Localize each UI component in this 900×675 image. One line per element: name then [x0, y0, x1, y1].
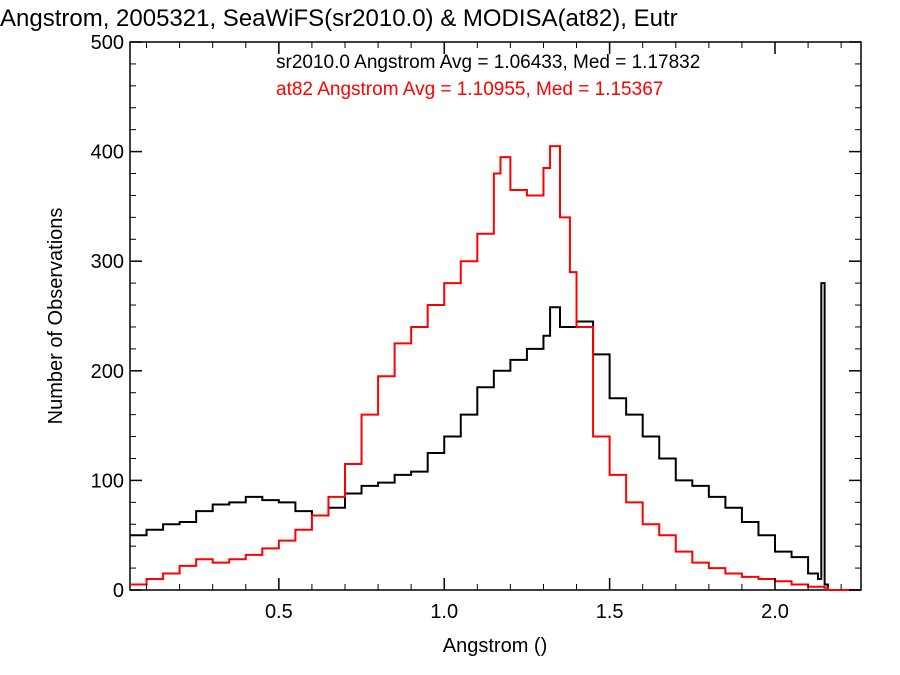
y-tick-label: 300 — [91, 251, 124, 273]
annotation-at82: at82 Angstrom Avg = 1.10955, Med = 1.153… — [276, 79, 663, 100]
x-axis: 0.5 1.0 1.5 2.0 — [146, 42, 842, 623]
y-tick-label: 0 — [113, 580, 124, 602]
x-tick-label: 1.0 — [430, 601, 458, 623]
x-tick-label: 0.5 — [265, 601, 293, 623]
x-tick-label: 1.5 — [596, 601, 624, 623]
y-tick-label: 200 — [91, 361, 124, 383]
series-line-0 — [130, 282, 861, 591]
annotation-sr2010: sr2010.0 Angstrom Avg = 1.06433, Med = 1… — [276, 52, 700, 73]
x-axis-label: Angstrom () — [443, 635, 547, 657]
y-tick-label: 400 — [91, 142, 124, 164]
series-line-1 — [130, 145, 861, 591]
y-tick-label: 500 — [91, 32, 124, 54]
y-axis: 0 100 200 300 400 500 — [91, 32, 861, 602]
y-tick-label: 100 — [91, 470, 124, 492]
series-layer — [130, 145, 861, 591]
plot-frame — [129, 41, 862, 591]
x-tick-label: 2.0 — [761, 601, 789, 623]
y-axis-label: Number of Observations — [45, 208, 67, 425]
chart-title: Angstrom, 2005321, SeaWiFS(sr2010.0) & M… — [0, 5, 678, 32]
